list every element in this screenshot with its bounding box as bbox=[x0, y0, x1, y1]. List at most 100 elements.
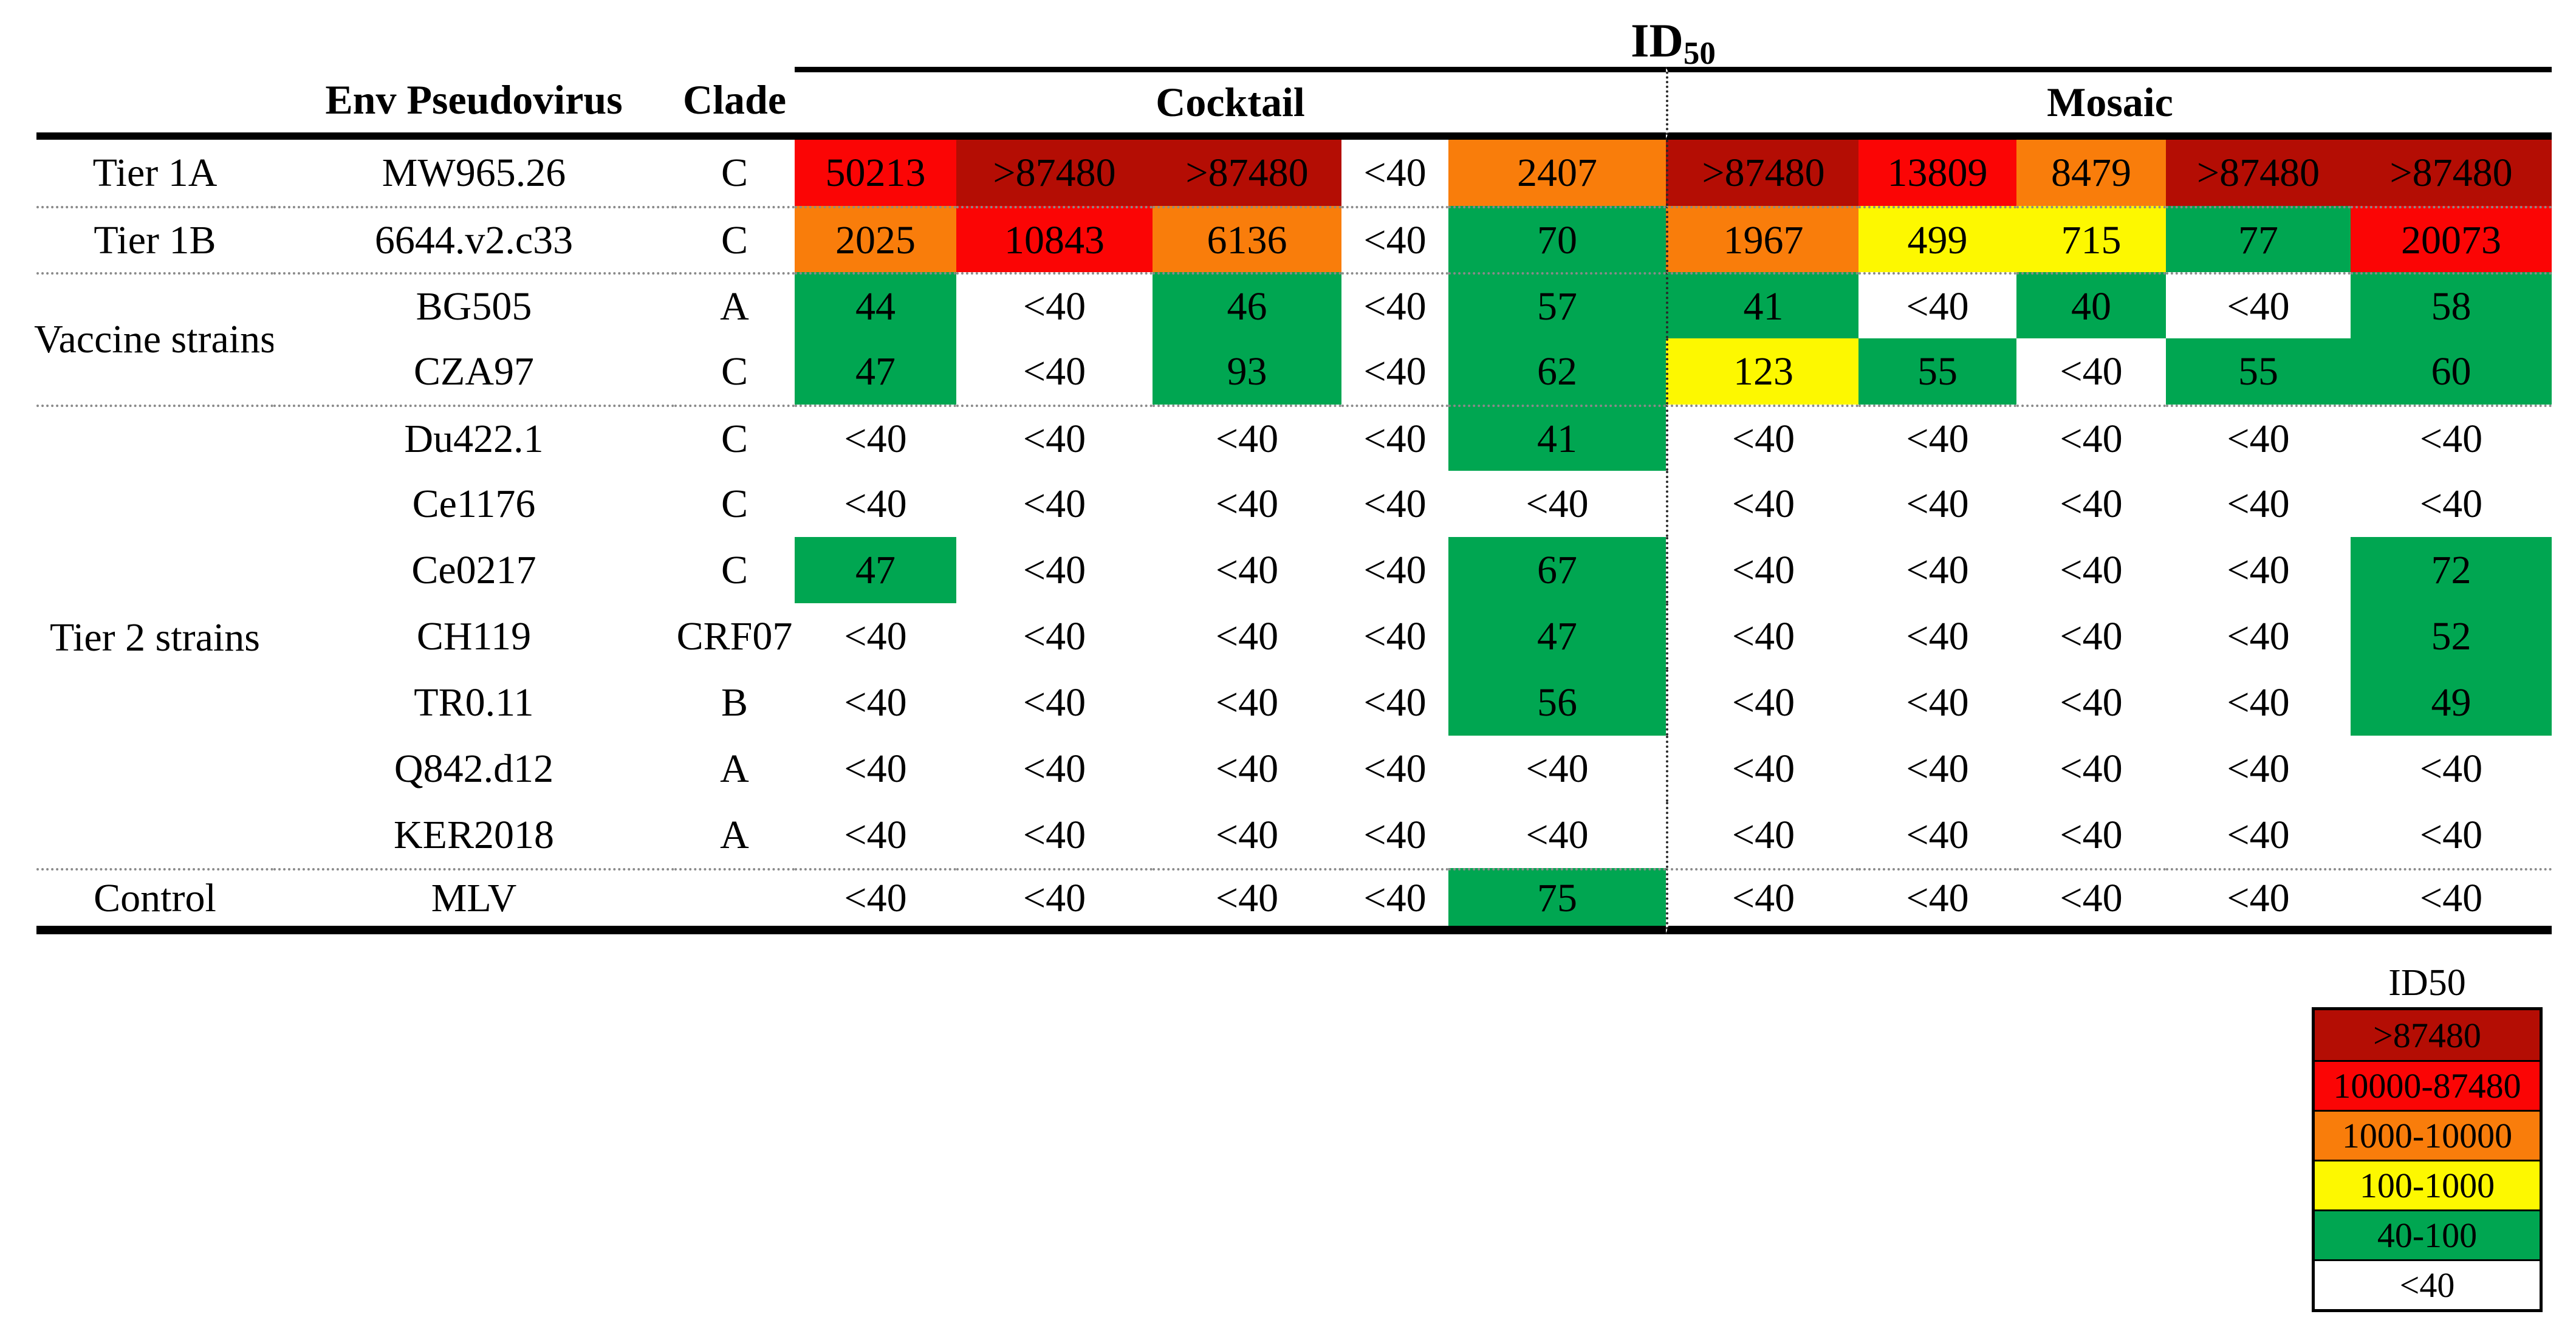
legend-entry: 10000-87480 bbox=[2315, 1060, 2540, 1110]
group-header-cocktail: Cocktail bbox=[795, 67, 1666, 140]
id50-cell-cocktail: 62 bbox=[1448, 338, 1666, 405]
strain-name: Du422.1 bbox=[273, 405, 674, 471]
id50-cell-mosaic: 55 bbox=[2166, 338, 2351, 405]
id50-cell-mosaic: <40 bbox=[2351, 471, 2552, 537]
id50-cell-mosaic: <40 bbox=[1666, 802, 1858, 868]
legend-entry: >87480 bbox=[2315, 1010, 2540, 1060]
clade bbox=[674, 868, 795, 934]
id50-cell-cocktail: 10843 bbox=[956, 206, 1153, 272]
strain-name: Ce0217 bbox=[273, 537, 674, 603]
strain-name: BG505 bbox=[273, 272, 674, 338]
legend-entry: 1000-10000 bbox=[2315, 1110, 2540, 1160]
legend-entry: 40-100 bbox=[2315, 1209, 2540, 1259]
id50-cell-mosaic: <40 bbox=[2016, 802, 2166, 868]
id50-cell-mosaic: <40 bbox=[2351, 868, 2552, 934]
id50-cell-cocktail: <40 bbox=[956, 471, 1153, 537]
clade: B bbox=[674, 669, 795, 736]
id50-cell-cocktail: 46 bbox=[1153, 272, 1341, 338]
strain-name: MW965.26 bbox=[273, 140, 674, 206]
id50-cell-mosaic: <40 bbox=[1666, 868, 1858, 934]
id50-cell-mosaic: <40 bbox=[1666, 537, 1858, 603]
id50-cell-mosaic: <40 bbox=[2166, 272, 2351, 338]
id50-cell-mosaic: <40 bbox=[1666, 736, 1858, 802]
id50-cell-mosaic: <40 bbox=[2016, 669, 2166, 736]
id50-cell-mosaic: 715 bbox=[2016, 206, 2166, 272]
group-header-mosaic: Mosaic bbox=[1666, 67, 2552, 140]
legend-entry: 100-1000 bbox=[2315, 1160, 2540, 1209]
id50-cell-cocktail: <40 bbox=[1341, 140, 1448, 206]
id50-cell-mosaic: 72 bbox=[2351, 537, 2552, 603]
id50-cell-cocktail: <40 bbox=[1153, 537, 1341, 603]
id50-cell-mosaic: <40 bbox=[2016, 868, 2166, 934]
tier-label: Control bbox=[36, 868, 273, 934]
id50-cell-cocktail: <40 bbox=[1341, 802, 1448, 868]
legend-entry: <40 bbox=[2315, 1259, 2540, 1309]
id50-cell-mosaic: <40 bbox=[1858, 736, 2016, 802]
id50-cell-mosaic: <40 bbox=[2166, 471, 2351, 537]
id50-cell-mosaic: <40 bbox=[2016, 471, 2166, 537]
clade: C bbox=[674, 338, 795, 405]
id50-cell-mosaic: <40 bbox=[1858, 802, 2016, 868]
id50-cell-cocktail: <40 bbox=[1448, 471, 1666, 537]
legend-title: ID50 bbox=[2388, 962, 2466, 1004]
id50-cell-mosaic: 20073 bbox=[2351, 206, 2552, 272]
id50-cell-mosaic: 41 bbox=[1666, 272, 1858, 338]
id50-cell-cocktail: 57 bbox=[1448, 272, 1666, 338]
id50-cell-mosaic: 499 bbox=[1858, 206, 2016, 272]
strain-name: CZA97 bbox=[273, 338, 674, 405]
id50-cell-cocktail: <40 bbox=[795, 802, 956, 868]
id50-cell-mosaic: <40 bbox=[2166, 603, 2351, 669]
id50-cell-mosaic: 52 bbox=[2351, 603, 2552, 669]
legend-color-scale: >87480 10000-87480 1000-10000 100-1000 40-10… bbox=[2312, 1007, 2543, 1312]
id50-cell-cocktail: 44 bbox=[795, 272, 956, 338]
id50-cell-mosaic: <40 bbox=[2016, 736, 2166, 802]
strain-name: CH119 bbox=[273, 603, 674, 669]
clade: CRF07 bbox=[674, 603, 795, 669]
tier-label: Tier 2 strains bbox=[36, 405, 273, 868]
table-title: ID50 bbox=[795, 13, 2552, 71]
id50-cell-cocktail: <40 bbox=[956, 603, 1153, 669]
id50-cell-mosaic: 1967 bbox=[1666, 206, 1858, 272]
id50-cell-cocktail: 93 bbox=[1153, 338, 1341, 405]
id50-cell-cocktail: <40 bbox=[956, 405, 1153, 471]
clade: C bbox=[674, 206, 795, 272]
clade: A bbox=[674, 802, 795, 868]
id50-cell-mosaic: 60 bbox=[2351, 338, 2552, 405]
id50-cell-cocktail: <40 bbox=[1153, 471, 1341, 537]
id50-cell-cocktail: <40 bbox=[956, 868, 1153, 934]
id50-cell-mosaic: <40 bbox=[2166, 669, 2351, 736]
id50-cell-mosaic: <40 bbox=[1858, 471, 2016, 537]
id50-cell-mosaic: <40 bbox=[1666, 669, 1858, 736]
id50-cell-cocktail: 47 bbox=[1448, 603, 1666, 669]
id50-cell-cocktail: >87480 bbox=[956, 140, 1153, 206]
id50-cell-mosaic: <40 bbox=[1666, 603, 1858, 669]
strain-name: 6644.v2.c33 bbox=[273, 206, 674, 272]
id50-cell-cocktail: <40 bbox=[956, 736, 1153, 802]
id50-cell-cocktail: 47 bbox=[795, 537, 956, 603]
id50-cell-cocktail: <40 bbox=[956, 272, 1153, 338]
id50-cell-cocktail: <40 bbox=[795, 669, 956, 736]
id50-cell-mosaic: >87480 bbox=[2351, 140, 2552, 206]
id50-cell-mosaic: <40 bbox=[2016, 603, 2166, 669]
id50-cell-cocktail: <40 bbox=[1341, 338, 1448, 405]
id50-cell-mosaic: >87480 bbox=[2166, 140, 2351, 206]
corner-blank-cell bbox=[36, 67, 273, 140]
id50-cell-cocktail: <40 bbox=[1341, 669, 1448, 736]
tier-label: Vaccine strains bbox=[34, 272, 276, 405]
id50-cell-cocktail: <40 bbox=[1153, 669, 1341, 736]
id50-legend: ID50 >87480 10000-87480 1000-10000 100-1000… bbox=[2312, 959, 2543, 1312]
strain-name: TR0.11 bbox=[273, 669, 674, 736]
id50-cell-cocktail: <40 bbox=[795, 405, 956, 471]
id50-cell-mosaic: 55 bbox=[1858, 338, 2016, 405]
id50-cell-cocktail: <40 bbox=[956, 802, 1153, 868]
id50-cell-mosaic: <40 bbox=[2351, 736, 2552, 802]
id50-cell-mosaic: 8479 bbox=[2016, 140, 2166, 206]
strain-name: MLV bbox=[273, 868, 674, 934]
id50-cell-cocktail: <40 bbox=[1153, 405, 1341, 471]
id50-cell-cocktail: 70 bbox=[1448, 206, 1666, 272]
clade: C bbox=[674, 405, 795, 471]
id50-cell-cocktail: <40 bbox=[1341, 272, 1448, 338]
id50-cell-cocktail: 75 bbox=[1448, 868, 1666, 934]
id50-cell-mosaic: <40 bbox=[2166, 405, 2351, 471]
column-header-clade: Clade bbox=[674, 67, 795, 140]
